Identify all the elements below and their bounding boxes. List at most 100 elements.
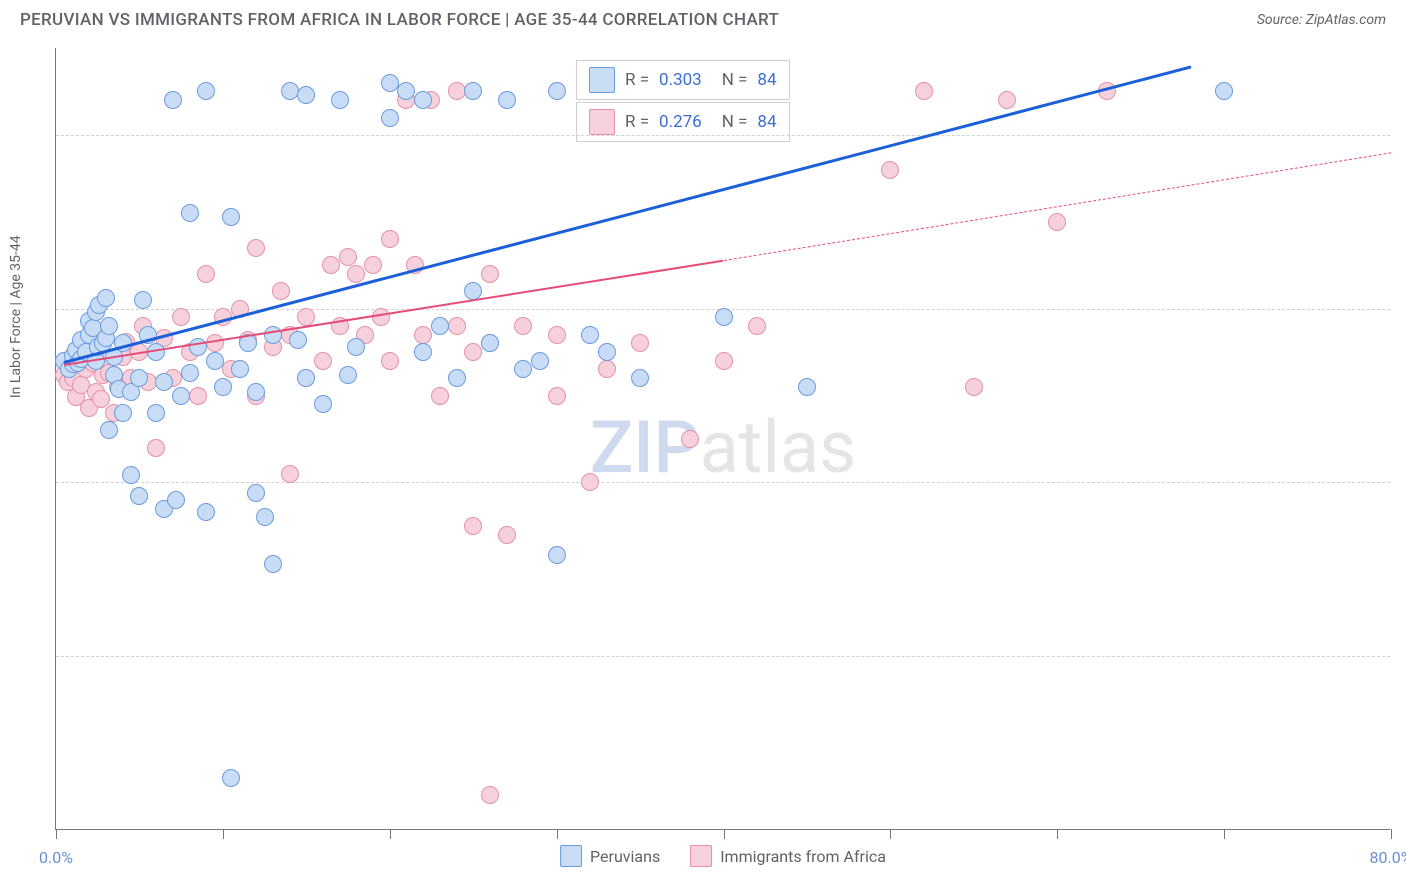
scatter-point-immigrants_africa [748, 317, 766, 335]
scatter-point-peruvians [381, 109, 399, 127]
scatter-point-peruvians [481, 334, 499, 352]
scatter-point-immigrants_africa [464, 517, 482, 535]
scatter-point-peruvians [414, 343, 432, 361]
scatter-point-peruvians [514, 360, 532, 378]
scatter-point-immigrants_africa [197, 265, 215, 283]
scatter-point-immigrants_africa [481, 786, 499, 804]
watermark: ZIPatlas [590, 405, 856, 490]
scatter-point-peruvians [181, 364, 199, 382]
scatter-point-peruvians [130, 369, 148, 387]
scatter-point-immigrants_africa [322, 256, 340, 274]
scatter-point-peruvians [256, 508, 274, 526]
scatter-point-peruvians [281, 82, 299, 100]
scatter-point-immigrants_africa [915, 82, 933, 100]
chart-container: In Labor Force | Age 35-44 ZIPatlas R = … [55, 48, 1390, 830]
scatter-point-peruvians [214, 378, 232, 396]
scatter-point-peruvians [222, 769, 240, 787]
scatter-point-immigrants_africa [281, 465, 299, 483]
scatter-point-peruvians [297, 86, 315, 104]
scatter-point-immigrants_africa [965, 378, 983, 396]
scatter-point-peruvians [798, 378, 816, 396]
source-attribution: Source: ZipAtlas.com [1257, 12, 1386, 28]
scatter-point-peruvians [414, 91, 432, 109]
scatter-point-immigrants_africa [414, 326, 432, 344]
scatter-point-peruvians [100, 421, 118, 439]
scatter-point-immigrants_africa [514, 317, 532, 335]
x-tick [390, 829, 391, 839]
scatter-point-peruvians [189, 338, 207, 356]
scatter-point-peruvians [155, 373, 173, 391]
scatter-point-peruvians [464, 82, 482, 100]
scatter-point-immigrants_africa [381, 230, 399, 248]
scatter-point-peruvians [130, 487, 148, 505]
scatter-point-immigrants_africa [206, 334, 224, 352]
scatter-point-peruvians [598, 343, 616, 361]
scatter-point-immigrants_africa [498, 526, 516, 544]
y-axis-title: In Labor Force | Age 35-44 [8, 235, 24, 398]
scatter-point-peruvians [97, 289, 115, 307]
legend-label-africa: Immigrants from Africa [720, 847, 886, 866]
scatter-point-peruvians [134, 291, 152, 309]
x-tick-label: 80.0% [1370, 848, 1406, 867]
swatch-africa [589, 109, 615, 135]
r-value-africa: 0.276 [659, 112, 702, 132]
scatter-point-immigrants_africa [881, 161, 899, 179]
scatter-point-peruvians [147, 404, 165, 422]
plot-area: ZIPatlas R = 0.303 N = 84 R = 0.276 N = … [56, 48, 1390, 829]
trend-line [723, 152, 1391, 261]
gridline-horizontal [56, 656, 1390, 657]
scatter-point-peruvians [264, 326, 282, 344]
x-tick [557, 829, 558, 839]
legend-swatch-africa [690, 845, 712, 867]
scatter-point-peruvians [289, 331, 307, 349]
scatter-point-immigrants_africa [381, 352, 399, 370]
scatter-point-immigrants_africa [715, 352, 733, 370]
legend-item-peruvians: Peruvians [560, 845, 660, 867]
n-value-peruvians: 84 [757, 70, 776, 90]
gridline-horizontal [56, 135, 1390, 136]
legend-label-peruvians: Peruvians [590, 847, 660, 866]
scatter-point-immigrants_africa [548, 387, 566, 405]
scatter-point-peruvians [1215, 82, 1233, 100]
scatter-point-peruvians [431, 317, 449, 335]
scatter-point-immigrants_africa [631, 334, 649, 352]
scatter-point-immigrants_africa [581, 473, 599, 491]
n-value-africa: 84 [757, 112, 776, 132]
scatter-point-immigrants_africa [464, 343, 482, 361]
x-tick [56, 829, 57, 839]
scatter-point-immigrants_africa [1048, 213, 1066, 231]
legend-swatch-peruvians [560, 845, 582, 867]
scatter-point-peruvians [397, 82, 415, 100]
scatter-point-peruvians [164, 91, 182, 109]
scatter-point-immigrants_africa [189, 387, 207, 405]
scatter-point-immigrants_africa [431, 387, 449, 405]
scatter-point-immigrants_africa [681, 430, 699, 448]
scatter-point-peruvians [297, 369, 315, 387]
scatter-point-peruvians [548, 82, 566, 100]
scatter-point-peruvians [197, 82, 215, 100]
scatter-point-immigrants_africa [172, 308, 190, 326]
scatter-point-peruvians [122, 466, 140, 484]
scatter-point-peruvians [631, 369, 649, 387]
scatter-point-immigrants_africa [448, 82, 466, 100]
scatter-point-peruvians [197, 503, 215, 521]
scatter-point-immigrants_africa [598, 360, 616, 378]
x-tick [1391, 829, 1392, 839]
scatter-point-peruvians [339, 366, 357, 384]
scatter-point-peruvians [172, 387, 190, 405]
scatter-point-immigrants_africa [998, 91, 1016, 109]
swatch-peruvians [589, 67, 615, 93]
stat-box-africa: R = 0.276 N = 84 [576, 102, 790, 142]
stat-box-peruvians: R = 0.303 N = 84 [576, 60, 790, 100]
x-tick [1057, 829, 1058, 839]
scatter-point-peruvians [247, 484, 265, 502]
scatter-point-immigrants_africa [372, 308, 390, 326]
scatter-point-immigrants_africa [272, 282, 290, 300]
scatter-point-peruvians [264, 555, 282, 573]
scatter-point-peruvians [715, 308, 733, 326]
scatter-point-immigrants_africa [448, 317, 466, 335]
scatter-point-peruvians [548, 546, 566, 564]
chart-title: PERUVIAN VS IMMIGRANTS FROM AFRICA IN LA… [20, 10, 779, 30]
bottom-legend: Peruvians Immigrants from Africa [560, 845, 886, 867]
scatter-point-peruvians [314, 395, 332, 413]
